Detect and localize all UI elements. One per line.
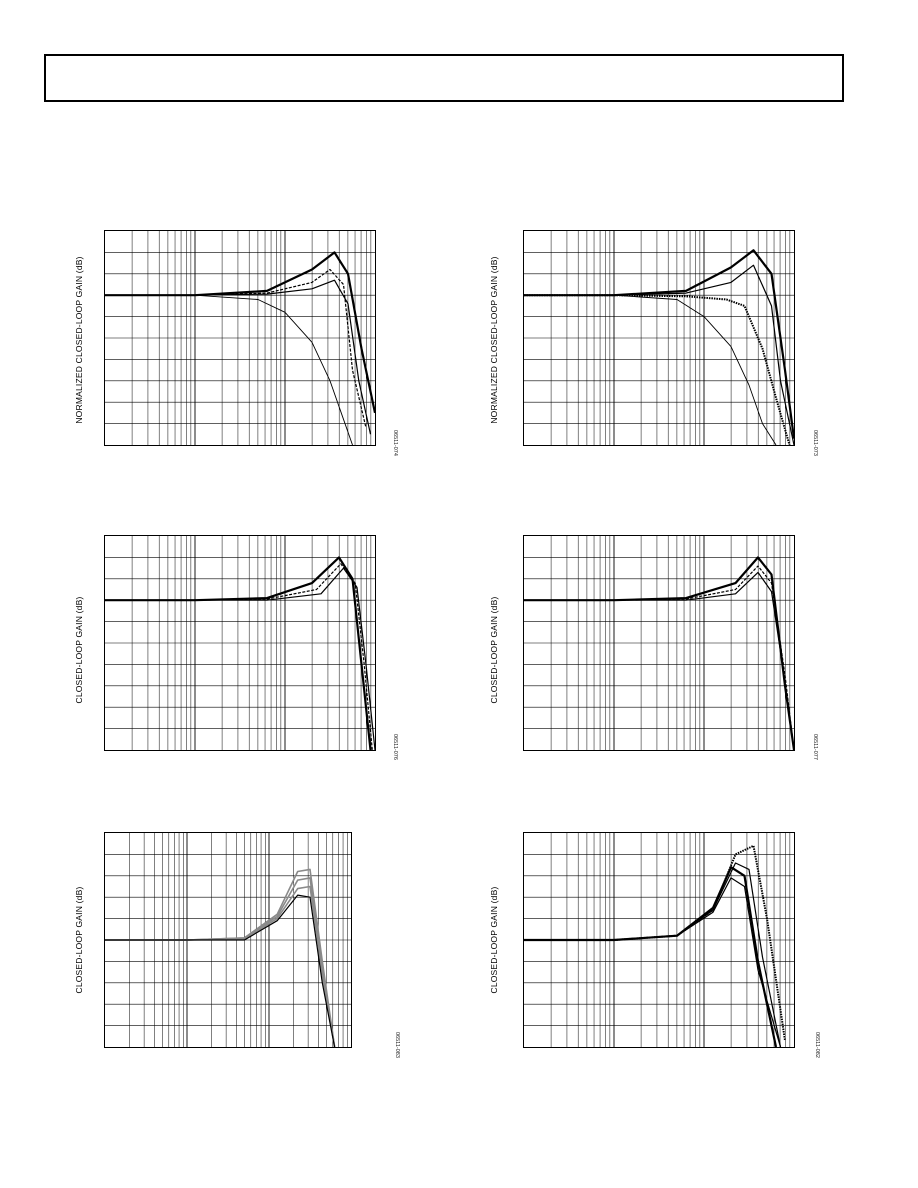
- figure-id: 06511-076: [392, 734, 398, 760]
- series-line-3: [524, 571, 794, 750]
- series-line-2: [105, 563, 373, 750]
- series-line-3: [524, 862, 782, 1047]
- series-line-4: [524, 877, 782, 1047]
- series-line-1: [524, 556, 794, 750]
- y-axis-label: CLOSED-LOOP GAIN (dB): [74, 596, 84, 704]
- chart-svg: [524, 231, 794, 445]
- series-line-4: [524, 294, 777, 445]
- page-header-box: [44, 54, 844, 102]
- plot-area: [523, 535, 795, 751]
- figure-id: 06511-074: [392, 430, 398, 456]
- series-line-4: [105, 894, 336, 1047]
- series-line-1: [105, 251, 375, 414]
- grid-lines: [105, 231, 375, 445]
- series-line-2: [524, 844, 786, 1041]
- series-line-1: [524, 249, 794, 439]
- chart-svg: [105, 536, 375, 750]
- series-line-3: [105, 279, 372, 435]
- chart-svg: [105, 833, 351, 1047]
- y-axis-label: CLOSED-LOOP GAIN (dB): [489, 596, 499, 704]
- series-line-2: [524, 264, 794, 445]
- series-line-1: [524, 866, 778, 1047]
- plot-area: [104, 535, 376, 751]
- grid-lines: [524, 536, 794, 750]
- figure-id: 06511-082: [814, 1032, 820, 1058]
- series-line-3: [105, 885, 336, 1047]
- series-line-2: [105, 268, 367, 429]
- chart-svg: [524, 833, 794, 1047]
- y-axis-label: CLOSED-LOOP GAIN (dB): [489, 886, 499, 994]
- series-line-2: [105, 877, 336, 1047]
- figure-id: 06511-083: [394, 1032, 400, 1058]
- series-line-4: [105, 294, 353, 445]
- chart-svg: [105, 231, 375, 445]
- y-axis-label: CLOSED-LOOP GAIN (dB): [74, 886, 84, 994]
- figure-id: 06511-073: [812, 430, 818, 456]
- figure-id: 06511-077: [812, 734, 818, 760]
- series-line-2: [524, 565, 794, 750]
- plot-area: [523, 230, 795, 446]
- grid-lines: [105, 536, 375, 750]
- chart-svg: [524, 536, 794, 750]
- grid-lines: [524, 231, 794, 445]
- y-axis-label: NORMALIZED CLOSED-LOOP GAIN (dB): [74, 256, 84, 424]
- series-line-3: [524, 294, 791, 445]
- plot-area: [523, 832, 795, 1048]
- y-axis-label: NORMALIZED CLOSED-LOOP GAIN (dB): [489, 256, 499, 424]
- plot-area: [104, 230, 376, 446]
- plot-area: [104, 832, 352, 1048]
- series-line-3: [105, 567, 375, 750]
